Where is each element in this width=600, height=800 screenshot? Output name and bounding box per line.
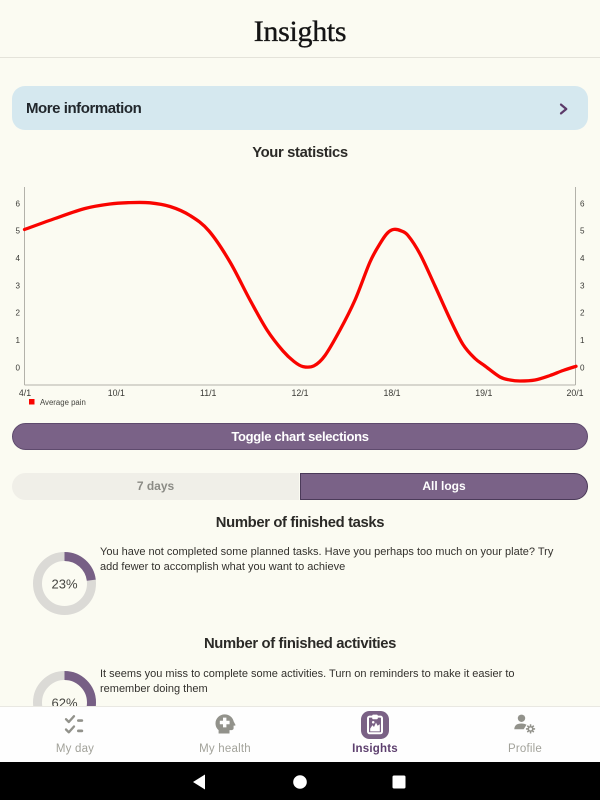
svg-text:3: 3 [15, 281, 20, 290]
svg-text:5: 5 [15, 227, 20, 236]
svg-text:2: 2 [580, 309, 585, 318]
svg-text:5: 5 [580, 227, 585, 236]
svg-text:Average pain: Average pain [40, 398, 86, 407]
svg-text:1: 1 [15, 336, 20, 345]
svg-text:4/1: 4/1 [19, 388, 31, 398]
svg-text:2: 2 [15, 309, 20, 318]
svg-text:11/1: 11/1 [200, 388, 217, 398]
svg-text:1: 1 [580, 336, 585, 345]
svg-text:23%: 23% [51, 577, 77, 592]
svg-text:4: 4 [15, 254, 20, 263]
svg-text:19/1: 19/1 [475, 388, 492, 398]
svg-text:6: 6 [580, 199, 585, 208]
svg-text:6: 6 [15, 199, 20, 208]
svg-text:4: 4 [580, 254, 585, 263]
svg-text:12/1: 12/1 [291, 388, 308, 398]
svg-text:3: 3 [580, 281, 585, 290]
svg-text:0: 0 [580, 363, 585, 372]
svg-text:0: 0 [15, 363, 20, 372]
svg-text:18/1: 18/1 [383, 388, 400, 398]
svg-text:20/1: 20/1 [566, 388, 583, 398]
svg-text:10/1: 10/1 [108, 388, 125, 398]
